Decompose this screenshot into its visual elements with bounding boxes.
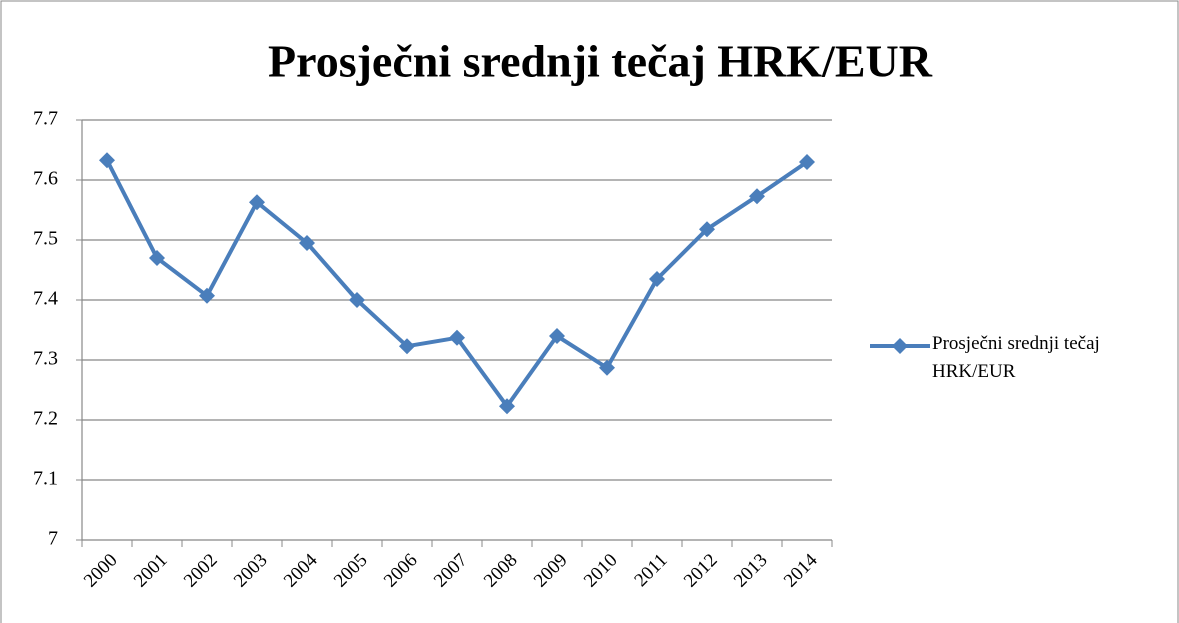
y-tick-label: 7.1 — [33, 468, 58, 490]
legend-marker — [892, 338, 908, 354]
marker — [299, 235, 315, 251]
marker — [549, 328, 565, 344]
marker — [149, 250, 165, 266]
y-tick-label: 7.3 — [33, 348, 58, 370]
y-tick-label: 7 — [48, 528, 58, 550]
marker — [699, 221, 715, 238]
y-tick-label: 7.4 — [33, 288, 58, 310]
marker — [799, 154, 815, 170]
marker — [349, 292, 365, 308]
marker — [599, 359, 615, 376]
y-tick-label: 7.6 — [33, 168, 58, 190]
chart-title: Prosječni srednji tečaj HRK/EUR — [268, 36, 933, 87]
legend-label: Prosječni srednji tečaj HRK/EUR — [932, 333, 1100, 382]
marker — [449, 329, 465, 346]
marker — [399, 338, 415, 355]
y-tick-label: 7.5 — [33, 228, 58, 250]
marker — [649, 271, 665, 287]
y-tick-label: 7.7 — [33, 108, 58, 130]
marker — [199, 287, 215, 304]
marker — [499, 398, 515, 415]
marker — [249, 194, 265, 211]
y-tick-label: 7.2 — [33, 408, 58, 430]
marker — [99, 152, 115, 169]
marker — [749, 188, 765, 205]
